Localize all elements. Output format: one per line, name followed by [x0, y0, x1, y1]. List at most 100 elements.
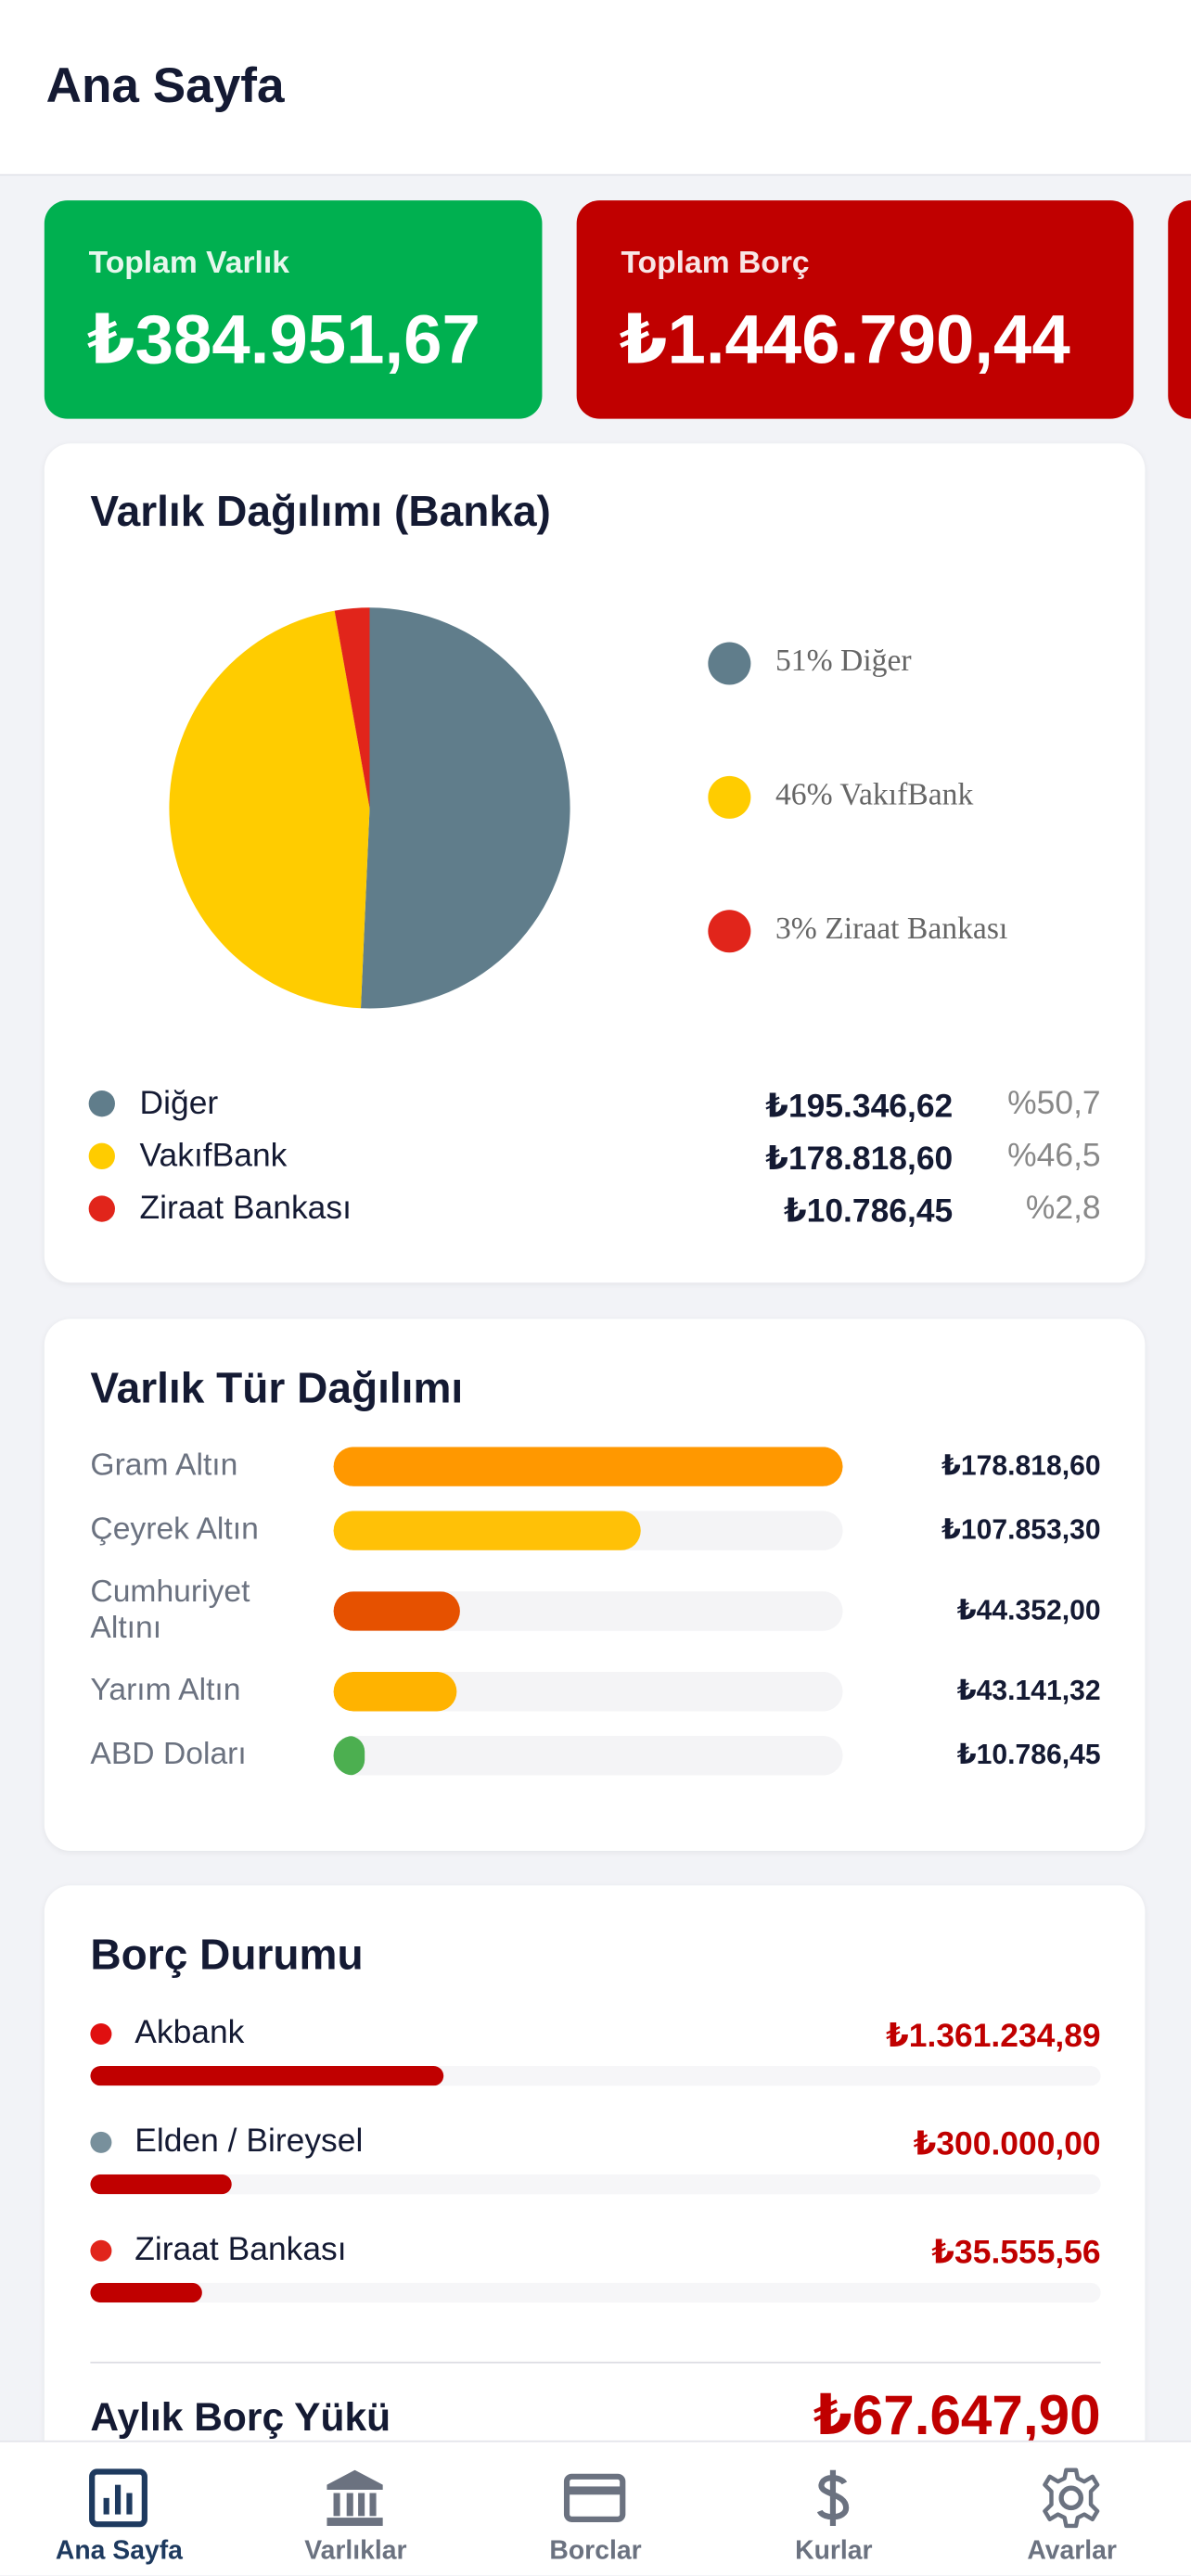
bar-track [333, 1671, 843, 1712]
type-row: ABD Doları ₺10.786,45 [90, 1736, 1101, 1776]
debt-row: Ziraat Bankası ₺35.555,56 [90, 2231, 1101, 2315]
card-value: ₺1.446.790,44 [619, 300, 1070, 378]
legend-label: 3% Ziraat Bankası [775, 912, 1007, 946]
bar [333, 1736, 365, 1776]
nav-label: Kurlar [795, 2537, 873, 2566]
dot [88, 1142, 115, 1170]
bank-amount: ₺10.786,45 [784, 1193, 954, 1231]
pie-slice [169, 610, 370, 1009]
bank-percent: %2,8 [1025, 1191, 1101, 1228]
bank-row: Diğer ₺195.346,62 %50,7 [45, 1079, 1146, 1129]
type-value: ₺10.786,45 [956, 1739, 1101, 1771]
legend-swatch [708, 642, 751, 685]
nav-item[interactable]: Ana Sayfa [0, 2442, 238, 2575]
panel-title: Varlık Tür Dağılımı [90, 1363, 464, 1413]
debt-amount: ₺300.000,00 [913, 2126, 1101, 2163]
dot [90, 2239, 112, 2262]
type-name: ABD Doları [90, 1737, 247, 1773]
type-bars: Gram Altın ₺178.818,60 Çeyrek Altın ₺107.85… [90, 1447, 1101, 1776]
nav-item[interactable]: Kurlar [714, 2442, 953, 2575]
bar-track [333, 1447, 843, 1486]
summary-card[interactable]: Toplam Borç ₺1.446.790,44 [576, 200, 1134, 419]
card-value: ₺384.951,67 [86, 300, 480, 378]
bank-amount: ₺195.346,62 [765, 1089, 954, 1126]
card-label: Toplam Borç [621, 246, 810, 281]
icon [1043, 2468, 1100, 2529]
legend-label: 51% Diğer [775, 644, 912, 678]
nav-label: Varlıklar [304, 2537, 407, 2566]
divider [90, 2361, 1101, 2364]
pie-slice [360, 607, 570, 1009]
summary-card[interactable]: Toplam Varlık ₺384.951,67 [44, 200, 543, 419]
icon [563, 2473, 626, 2522]
bank-amount: ₺178.818,60 [765, 1141, 954, 1178]
type-name: Yarım Altın [90, 1673, 241, 1708]
panel-title: Borç Durumu [90, 1930, 364, 1980]
dot [90, 2131, 112, 2153]
header: Ana Sayfa [0, 0, 1191, 176]
type-row: Gram Altın ₺178.818,60 [90, 1447, 1101, 1486]
nav-item[interactable]: Avarlar [953, 2442, 1191, 2575]
type-distribution-panel: Varlık Tür Dağılımı Gram Altın ₺178.818,6… [44, 1319, 1146, 1852]
bank-percent: %46,5 [1007, 1138, 1101, 1175]
bank-name: Diğer [139, 1085, 219, 1122]
bar-track [90, 2174, 1101, 2195]
icon [89, 2468, 147, 2528]
bar [333, 1511, 641, 1550]
dot [88, 1195, 115, 1222]
type-row: Çeyrek Altın ₺107.853,30 [90, 1511, 1101, 1550]
nav-label: Avarlar [1027, 2537, 1117, 2566]
debt-amount: ₺35.555,56 [931, 2235, 1101, 2272]
debt-name: Elden / Bireysel [134, 2123, 364, 2160]
dot [90, 2022, 112, 2046]
debt-name: Ziraat Bankası [134, 2231, 347, 2268]
type-row: Cumhuriyet Altını ₺44.352,00 [90, 1575, 1100, 1647]
type-value: ₺178.818,60 [941, 1449, 1101, 1482]
type-value: ₺107.853,30 [941, 1513, 1101, 1546]
bank-row: VakıfBank ₺178.818,60 %46,5 [45, 1131, 1146, 1180]
debt-name: Akbank [134, 2015, 245, 2052]
pie-slice [334, 607, 370, 809]
icon [327, 2469, 383, 2526]
nav-item[interactable]: Varlıklar [237, 2442, 475, 2575]
debt-row: Elden / Bireysel ₺300.000,00 [90, 2123, 1101, 2206]
bar [333, 1671, 456, 1712]
bar [90, 2066, 444, 2086]
nav-label: Ana Sayfa [55, 2537, 183, 2566]
pie-chart: 51% Diğer 46% VakıfBank 3% Ziraat Bankası [169, 607, 1007, 1009]
bar [90, 2282, 202, 2303]
bar [333, 1591, 460, 1631]
nav-item[interactable]: Borclar [477, 2442, 715, 2575]
bar-track [90, 2282, 1101, 2303]
type-name: Gram Altın [90, 1448, 238, 1484]
bank-row: Ziraat Bankası ₺10.786,45 %2,8 [45, 1184, 1146, 1233]
page-title: Ana Sayfa [45, 58, 285, 114]
legend-label: 46% VakıfBank [775, 778, 974, 812]
bar-track [333, 1511, 843, 1550]
type-value: ₺44.352,00 [956, 1594, 1101, 1626]
legend-swatch [708, 910, 751, 953]
partial-card[interactable] [1168, 200, 1191, 419]
type-row: Yarım Altın ₺43.141,32 [90, 1671, 1101, 1712]
icon [816, 2469, 850, 2526]
card-label: Toplam Varlık [88, 246, 289, 281]
bank-name: Ziraat Bankası [139, 1191, 352, 1228]
bank-name: VakıfBank [139, 1138, 288, 1175]
monthly-value: ₺67.647,90 [813, 2384, 1101, 2447]
bar [333, 1447, 843, 1486]
nav-label: Borclar [549, 2537, 642, 2566]
bar-track [333, 1736, 843, 1776]
bar-track [333, 1591, 843, 1631]
type-name: Çeyrek Altın [90, 1512, 259, 1548]
type-name: Cumhuriyet Altını [90, 1575, 250, 1646]
legend-swatch [708, 775, 751, 819]
debt-amount: ₺1.361.234,89 [886, 2018, 1101, 2055]
bottom-nav: Ana Sayfa Varlıklar Borclar Kurlar Avarl… [0, 2440, 1191, 2576]
bank-distribution-panel: Varlık Dağılımı (Banka) 51% Diğer 46% Vak… [44, 443, 1146, 1283]
dot [88, 1090, 115, 1117]
type-value: ₺43.141,32 [956, 1675, 1101, 1707]
bar [90, 2174, 232, 2195]
bank-percent: %50,7 [1007, 1085, 1101, 1122]
